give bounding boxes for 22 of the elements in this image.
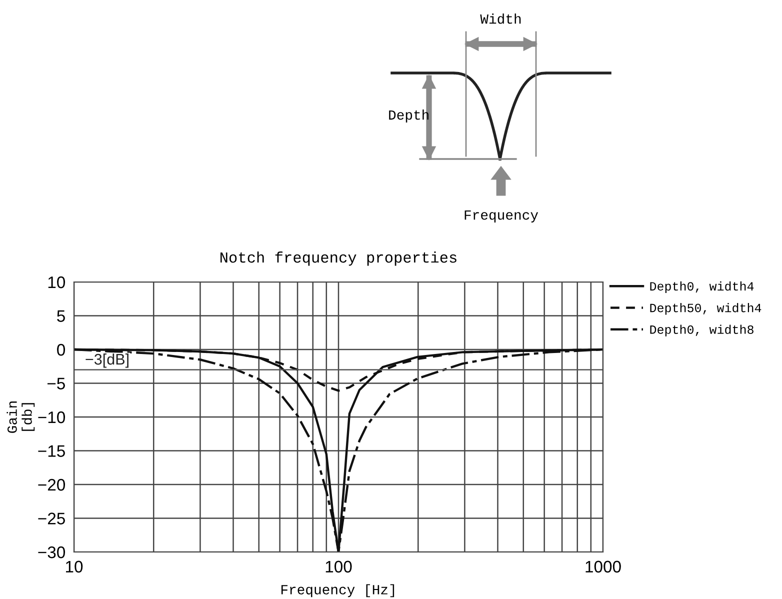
legend-label: Depth50, width4 [650, 303, 762, 315]
y-tick-label: −10 [38, 411, 66, 424]
text: Depth [389, 110, 428, 122]
x-tick-label: 10 [66, 560, 83, 573]
y-tick-label: 5 [57, 310, 65, 322]
y-tick-label: −25 [38, 512, 65, 524]
x-tick-label: 1000 [586, 560, 621, 573]
x-axis-title: Frequency [Hz] [281, 584, 394, 598]
text: Width [480, 14, 521, 24]
y-tick-label: −30 [38, 546, 66, 558]
legend-label: Depth0, width8 [650, 324, 754, 336]
chart-title: Notch frequency properties [220, 251, 456, 266]
x-tick-label: 100 [326, 560, 352, 573]
y-tick-label: −5 [47, 378, 65, 390]
y-tick-label: 0 [57, 344, 66, 356]
text: Frequency [464, 210, 538, 222]
legend-label: Depth0, width4 [650, 281, 754, 294]
y-axis-title: Gain [db] [6, 402, 35, 433]
y-tick-label: 10 [48, 276, 66, 288]
y-tick-label: −15 [38, 445, 65, 457]
ref-line-label: −3[dB] [86, 353, 128, 368]
y-tick-label: −20 [38, 478, 66, 491]
